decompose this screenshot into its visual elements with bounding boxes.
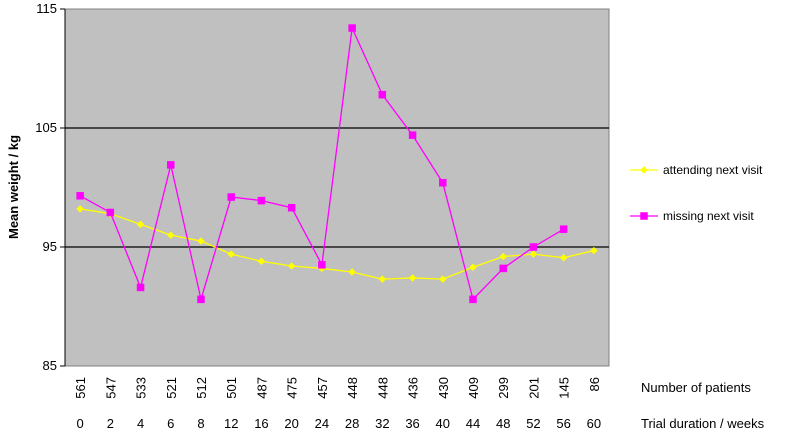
data-point	[529, 250, 538, 258]
data-point	[529, 243, 538, 251]
y-axis-title: Mean weight / kg	[6, 135, 21, 239]
patient-count-label: 86	[587, 377, 602, 391]
week-label: 40	[436, 416, 450, 431]
patient-count-label: 201	[526, 377, 541, 399]
week-label: 0	[76, 416, 83, 431]
data-point	[257, 196, 266, 205]
patient-count-label: 145	[557, 377, 572, 399]
data-point	[499, 264, 507, 273]
week-label: 4	[137, 416, 144, 431]
patient-count-label: 448	[375, 377, 390, 399]
series-layer	[76, 24, 598, 304]
data-point	[378, 275, 387, 283]
data-point	[136, 283, 145, 292]
data-point	[378, 90, 387, 99]
data-point	[76, 192, 84, 200]
y-tick-label: 115	[36, 1, 57, 16]
patient-count-label: 299	[496, 377, 511, 399]
week-label: 8	[197, 416, 204, 431]
data-point	[287, 203, 296, 212]
legend-label: attending next visit	[663, 163, 763, 177]
series-missing	[76, 24, 568, 304]
legend-marker	[640, 166, 648, 174]
data-point	[408, 131, 417, 139]
patient-count-label: 533	[134, 377, 149, 399]
data-point	[348, 268, 356, 276]
data-point	[499, 252, 508, 261]
data-point	[106, 208, 115, 217]
y-tick-label: 95	[43, 239, 57, 254]
patient-count-label: 430	[436, 377, 451, 399]
patient-count-label: 448	[345, 377, 360, 399]
x-axis-labels: 561 0 547 2 533 4 521 6 512 8 501 12 487 16 475 20 457 24…	[73, 377, 602, 431]
patient-count-label: 475	[285, 377, 300, 399]
data-point	[287, 262, 296, 270]
y-tick-label: 85	[43, 358, 57, 373]
legend-label: missing next visit	[663, 209, 754, 223]
week-label: 24	[315, 416, 329, 431]
data-point	[469, 295, 477, 304]
week-label: 36	[405, 416, 419, 431]
week-label: 44	[466, 416, 480, 431]
data-point	[257, 257, 266, 266]
data-point	[590, 246, 598, 255]
week-label: 2	[107, 416, 114, 431]
data-point	[318, 261, 326, 269]
patient-count-label: 436	[406, 377, 421, 399]
data-point	[197, 295, 205, 304]
data-point	[167, 161, 175, 169]
data-point	[408, 274, 417, 282]
legend-marker	[640, 212, 648, 220]
data-point	[227, 250, 236, 258]
data-point	[227, 193, 235, 201]
data-point	[469, 263, 477, 272]
week-label: 16	[254, 416, 268, 431]
row-label-patients: Number of patients	[641, 380, 751, 395]
week-label: 48	[496, 416, 510, 431]
data-point	[559, 253, 568, 262]
patient-count-label: 409	[466, 377, 481, 399]
data-point	[166, 231, 175, 239]
data-point	[197, 237, 205, 245]
patient-count-label: 501	[224, 377, 239, 399]
week-label: 28	[345, 416, 359, 431]
patient-count-label: 512	[194, 377, 209, 399]
legend: attending next visit missing next visit	[630, 163, 763, 223]
data-point	[438, 275, 447, 283]
series-line	[80, 208, 595, 280]
patient-count-label: 561	[73, 377, 88, 399]
data-point	[348, 24, 356, 32]
y-tick-label: 105	[35, 120, 57, 135]
gridlines	[65, 127, 609, 248]
data-point	[76, 205, 84, 213]
data-point	[559, 225, 568, 233]
patient-count-label: 457	[315, 377, 330, 399]
week-label: 12	[224, 416, 238, 431]
data-point	[136, 220, 145, 229]
row-label-duration: Trial duration / weeks	[641, 416, 765, 431]
patient-count-label: 547	[103, 377, 118, 399]
plot-area-background	[64, 8, 610, 367]
week-label: 60	[587, 416, 601, 431]
week-label: 32	[375, 416, 389, 431]
patient-count-label: 487	[254, 377, 269, 399]
week-label: 6	[167, 416, 174, 431]
week-label: 20	[284, 416, 298, 431]
data-point	[439, 178, 447, 187]
patient-count-label: 521	[164, 377, 179, 399]
week-label: 56	[556, 416, 570, 431]
y-axis-ticks: 85 95 105 115	[35, 1, 65, 373]
week-label: 52	[526, 416, 540, 431]
